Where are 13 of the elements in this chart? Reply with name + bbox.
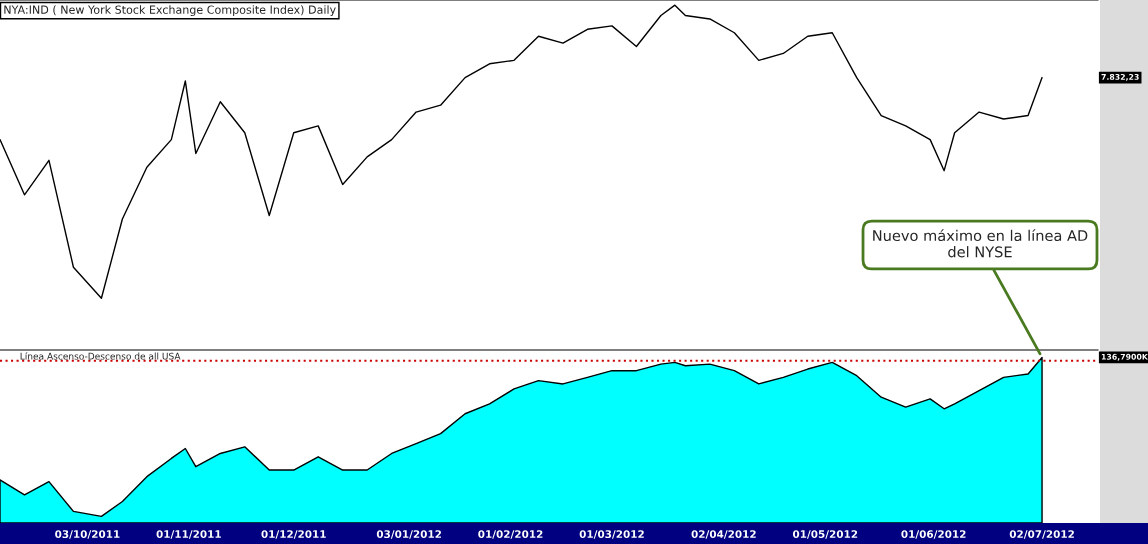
x-tick-label: 01/02/2012 xyxy=(478,530,543,539)
x-tick-label: 03/10/2011 xyxy=(55,530,120,539)
annotation: Nuevo máximo en la línea AD del NYSE xyxy=(873,229,1088,258)
x-tick-label: 01/06/2012 xyxy=(901,530,966,539)
x-tick-label: 03/01/2012 xyxy=(376,530,442,539)
x-tick-label: 01/05/2012 xyxy=(792,530,858,539)
x-tick-label: 02/07/2012 xyxy=(1009,530,1074,539)
chart-title: NYA:IND ( New York Stock Exchange Composite Index) Daily xyxy=(4,5,336,16)
x-tick-label: 01/12/2011 xyxy=(261,530,326,539)
x-tick-label: 01/11/2011 xyxy=(156,530,221,539)
x-tick-label: 02/04/2012 xyxy=(691,530,756,539)
chart-title: Línea Ascenso-Descenso de all USA xyxy=(20,352,181,360)
x-tick-label: 01/03/2012 xyxy=(579,530,644,539)
